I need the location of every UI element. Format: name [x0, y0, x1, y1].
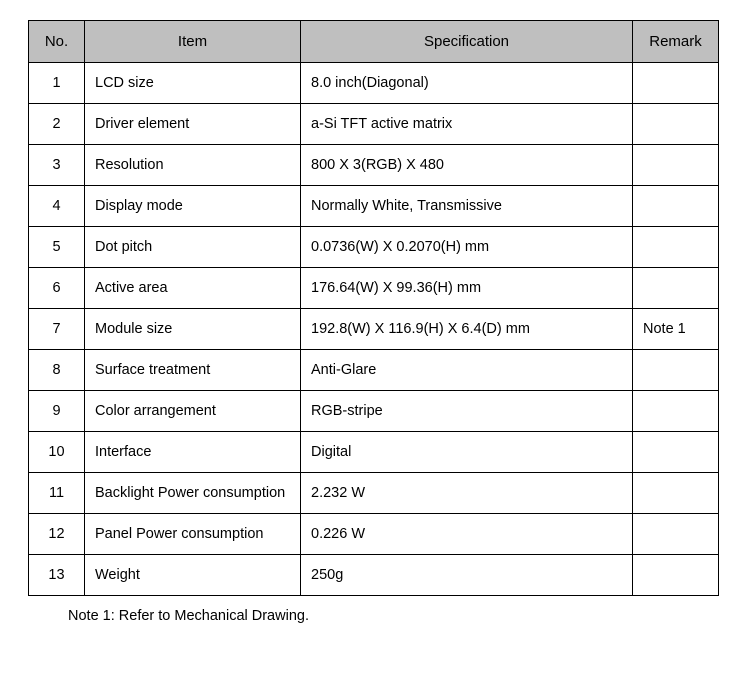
cell-spec: Anti-Glare: [301, 350, 633, 391]
cell-no: 13: [29, 555, 85, 596]
cell-remark: [633, 104, 719, 145]
table-row: 12 Panel Power consumption 0.226 W: [29, 514, 719, 555]
cell-spec: RGB-stripe: [301, 391, 633, 432]
cell-no: 10: [29, 432, 85, 473]
header-item: Item: [85, 21, 301, 63]
cell-item: Surface treatment: [85, 350, 301, 391]
table-body: 1 LCD size 8.0 inch(Diagonal) 2 Driver e…: [29, 63, 719, 596]
cell-item: Active area: [85, 268, 301, 309]
cell-no: 7: [29, 309, 85, 350]
cell-no: 11: [29, 473, 85, 514]
cell-spec: Normally White, Transmissive: [301, 186, 633, 227]
cell-item: Weight: [85, 555, 301, 596]
cell-spec: 0.226 W: [301, 514, 633, 555]
table-row: 1 LCD size 8.0 inch(Diagonal): [29, 63, 719, 104]
table-row: 2 Driver element a-Si TFT active matrix: [29, 104, 719, 145]
footnote: Note 1: Refer to Mechanical Drawing.: [28, 596, 718, 624]
cell-remark: [633, 391, 719, 432]
cell-no: 5: [29, 227, 85, 268]
cell-no: 8: [29, 350, 85, 391]
cell-item: Resolution: [85, 145, 301, 186]
cell-spec: 176.64(W) X 99.36(H) mm: [301, 268, 633, 309]
table-row: 10 Interface Digital: [29, 432, 719, 473]
cell-no: 6: [29, 268, 85, 309]
cell-remark: [633, 186, 719, 227]
cell-remark: [633, 473, 719, 514]
cell-remark: [633, 227, 719, 268]
cell-no: 4: [29, 186, 85, 227]
table-row: 13 Weight 250g: [29, 555, 719, 596]
cell-spec: 8.0 inch(Diagonal): [301, 63, 633, 104]
cell-item: Display mode: [85, 186, 301, 227]
cell-item: Dot pitch: [85, 227, 301, 268]
cell-item: Interface: [85, 432, 301, 473]
cell-spec: 192.8(W) X 116.9(H) X 6.4(D) mm: [301, 309, 633, 350]
cell-spec: 250g: [301, 555, 633, 596]
cell-remark: [633, 145, 719, 186]
table-header-row: No. Item Specification Remark: [29, 21, 719, 63]
table-row: 11 Backlight Power consumption 2.232 W: [29, 473, 719, 514]
table-row: 7 Module size 192.8(W) X 116.9(H) X 6.4(…: [29, 309, 719, 350]
table-row: 4 Display mode Normally White, Transmiss…: [29, 186, 719, 227]
cell-no: 2: [29, 104, 85, 145]
table-row: 3 Resolution 800 X 3(RGB) X 480: [29, 145, 719, 186]
cell-item: Panel Power consumption: [85, 514, 301, 555]
cell-item: Color arrangement: [85, 391, 301, 432]
cell-spec: 2.232 W: [301, 473, 633, 514]
cell-remark: [633, 514, 719, 555]
cell-no: 3: [29, 145, 85, 186]
cell-remark: [633, 555, 719, 596]
table-row: 5 Dot pitch 0.0736(W) X 0.2070(H) mm: [29, 227, 719, 268]
spec-table: No. Item Specification Remark 1 LCD size…: [28, 20, 719, 596]
cell-remark: [633, 268, 719, 309]
header-remark: Remark: [633, 21, 719, 63]
cell-remark: [633, 63, 719, 104]
table-row: 8 Surface treatment Anti-Glare: [29, 350, 719, 391]
cell-no: 9: [29, 391, 85, 432]
cell-remark: Note 1: [633, 309, 719, 350]
cell-item: Driver element: [85, 104, 301, 145]
cell-item: Module size: [85, 309, 301, 350]
cell-no: 12: [29, 514, 85, 555]
header-no: No.: [29, 21, 85, 63]
cell-no: 1: [29, 63, 85, 104]
cell-remark: [633, 350, 719, 391]
table-row: 6 Active area 176.64(W) X 99.36(H) mm: [29, 268, 719, 309]
cell-item: LCD size: [85, 63, 301, 104]
cell-item: Backlight Power consumption: [85, 473, 301, 514]
cell-spec: a-Si TFT active matrix: [301, 104, 633, 145]
table-row: 9 Color arrangement RGB-stripe: [29, 391, 719, 432]
header-spec: Specification: [301, 21, 633, 63]
cell-spec: Digital: [301, 432, 633, 473]
cell-remark: [633, 432, 719, 473]
cell-spec: 0.0736(W) X 0.2070(H) mm: [301, 227, 633, 268]
cell-spec: 800 X 3(RGB) X 480: [301, 145, 633, 186]
